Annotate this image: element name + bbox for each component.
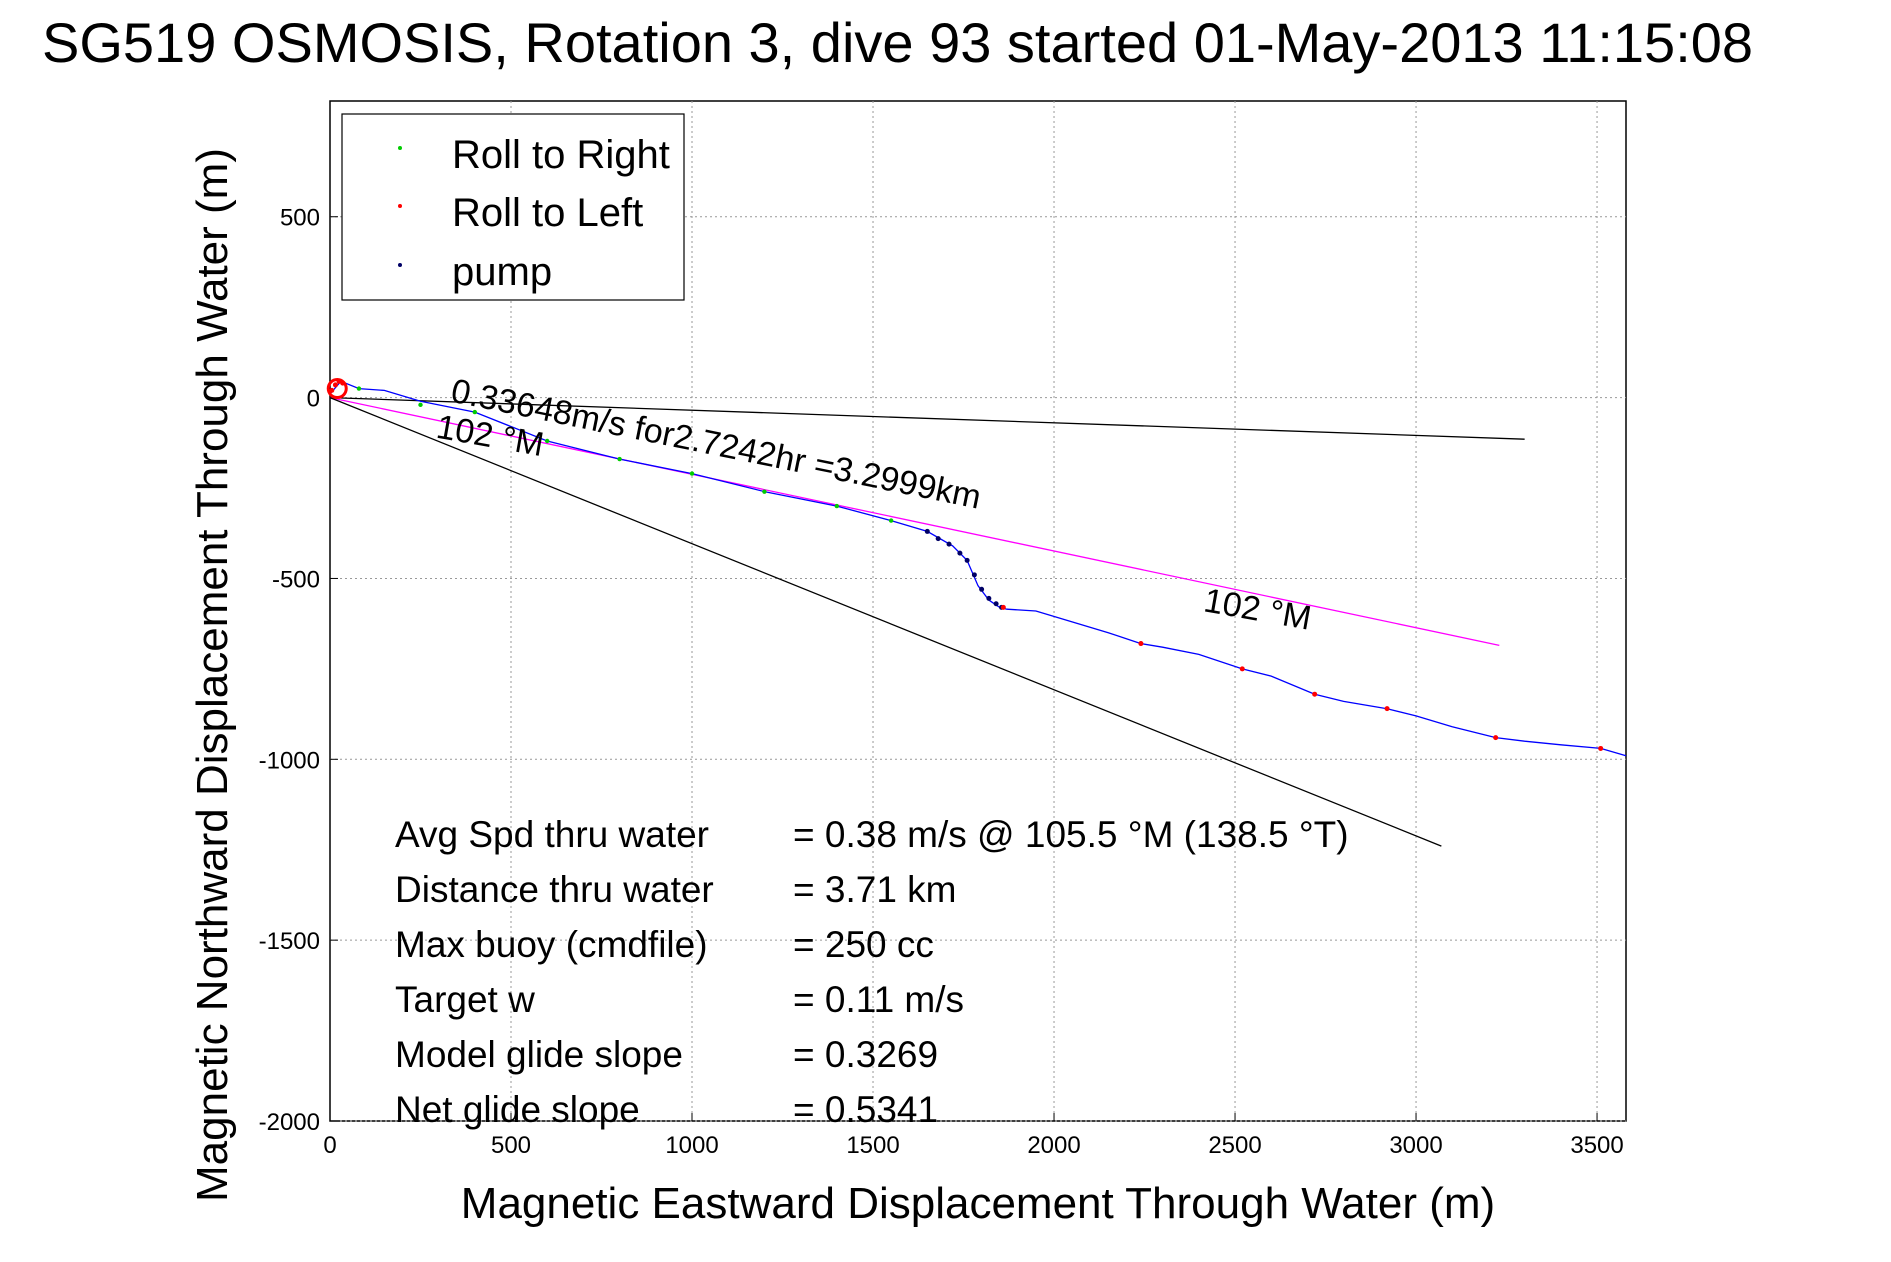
x-axis-label: Magnetic Eastward Displacement Through W…: [461, 1179, 1495, 1228]
roll-right-point: [888, 518, 894, 523]
roll-right-point: [472, 409, 478, 415]
y-ticks: 500 0 -500 -1000 -1500 -2000: [259, 205, 338, 1136]
roll-left-point: [1493, 735, 1499, 741]
roll-left-point: [332, 382, 338, 388]
magenta-heading-line: [329, 396, 1500, 646]
roll-right-point: [356, 386, 362, 391]
start-marker: [326, 378, 348, 400]
pump-point: [979, 586, 985, 592]
pump-point: [924, 528, 930, 534]
roll-left-point: [1312, 691, 1318, 697]
stat-value: = 0.3269: [793, 1034, 938, 1075]
y-tick-label: -2000: [259, 1109, 320, 1136]
black-heading-line: [329, 396, 1442, 847]
roll-left-point: [1000, 604, 1006, 610]
x-tick-label: 2500: [1208, 1132, 1261, 1159]
stat-value: = 0.38 m/s @ 105.5 °M (138.5 °T): [793, 814, 1349, 855]
pump-point: [971, 572, 977, 578]
roll-left-point: [1138, 641, 1144, 647]
pump-point: [946, 541, 952, 547]
legend-label-pump: pump: [452, 250, 552, 294]
x-ticks: 0 500 1000 1500 2000 2500 3000 3500: [323, 1113, 1624, 1159]
pump-point: [964, 557, 970, 563]
legend-marker-pump: [398, 263, 402, 267]
roll-right-point: [689, 471, 695, 476]
roll-left-point: [1598, 745, 1604, 751]
legend-label-roll-left: Roll to Left: [452, 191, 643, 235]
stat-value: = 0.5341: [793, 1089, 938, 1130]
roll-right-point: [545, 438, 550, 444]
roll-left-point: [329, 387, 335, 393]
stat-label: Avg Spd thru water: [395, 814, 709, 855]
x-tick-label: 3000: [1389, 1132, 1442, 1159]
roll-left-point: [1384, 706, 1390, 712]
stat-value: = 3.71 km: [793, 869, 957, 910]
stat-label: Distance thru water: [395, 869, 714, 910]
legend: Roll to Right Roll to Left pump: [341, 113, 685, 301]
stat-value: = 250 cc: [793, 924, 934, 965]
stat-label: Model glide slope: [395, 1034, 683, 1075]
roll-left-point: [1239, 666, 1245, 672]
y-axis-label: Magnetic Northward Displacement Through …: [188, 148, 237, 1202]
x-tick-label: 1500: [846, 1132, 899, 1159]
roll-right-point: [418, 402, 423, 408]
roll-right-point: [834, 503, 840, 509]
black-ref-line: [329, 396, 1525, 440]
roll-right-point: [617, 456, 622, 462]
y-tick-label: -500: [272, 566, 320, 593]
pump-point: [957, 550, 963, 556]
y-tick-label: 0: [307, 386, 320, 413]
pump-point: [935, 536, 941, 542]
chart-title: SG519 OSMOSIS, Rotation 3, dive 93 start…: [42, 11, 1753, 74]
x-tick-label: 0: [323, 1132, 336, 1159]
y-tick-label: -1000: [259, 747, 320, 774]
legend-marker-roll-left: [398, 204, 402, 208]
x-tick-label: 500: [491, 1132, 531, 1159]
y-tick-label: 500: [280, 205, 320, 232]
x-tick-label: 1000: [665, 1132, 718, 1159]
stat-label: Net glide slope: [395, 1089, 640, 1130]
x-tick-label: 2000: [1027, 1132, 1080, 1159]
reference-lines: [329, 396, 1525, 847]
y-tick-label: -1500: [259, 928, 320, 955]
legend-label-roll-right: Roll to Right: [452, 133, 670, 177]
x-tick-label: 3500: [1570, 1132, 1623, 1159]
stat-label: Max buoy (cmdfile): [395, 924, 708, 965]
stat-value: = 0.11 m/s: [793, 979, 964, 1020]
legend-marker-roll-right: [398, 146, 402, 150]
pump-point: [993, 601, 999, 607]
roll-right-point: [762, 489, 767, 494]
points: [326, 378, 1604, 751]
stats-box: Avg Spd thru water = 0.38 m/s @ 105.5 °M …: [395, 814, 1349, 1130]
stat-label: Target w: [395, 979, 535, 1020]
pump-point: [986, 595, 992, 601]
